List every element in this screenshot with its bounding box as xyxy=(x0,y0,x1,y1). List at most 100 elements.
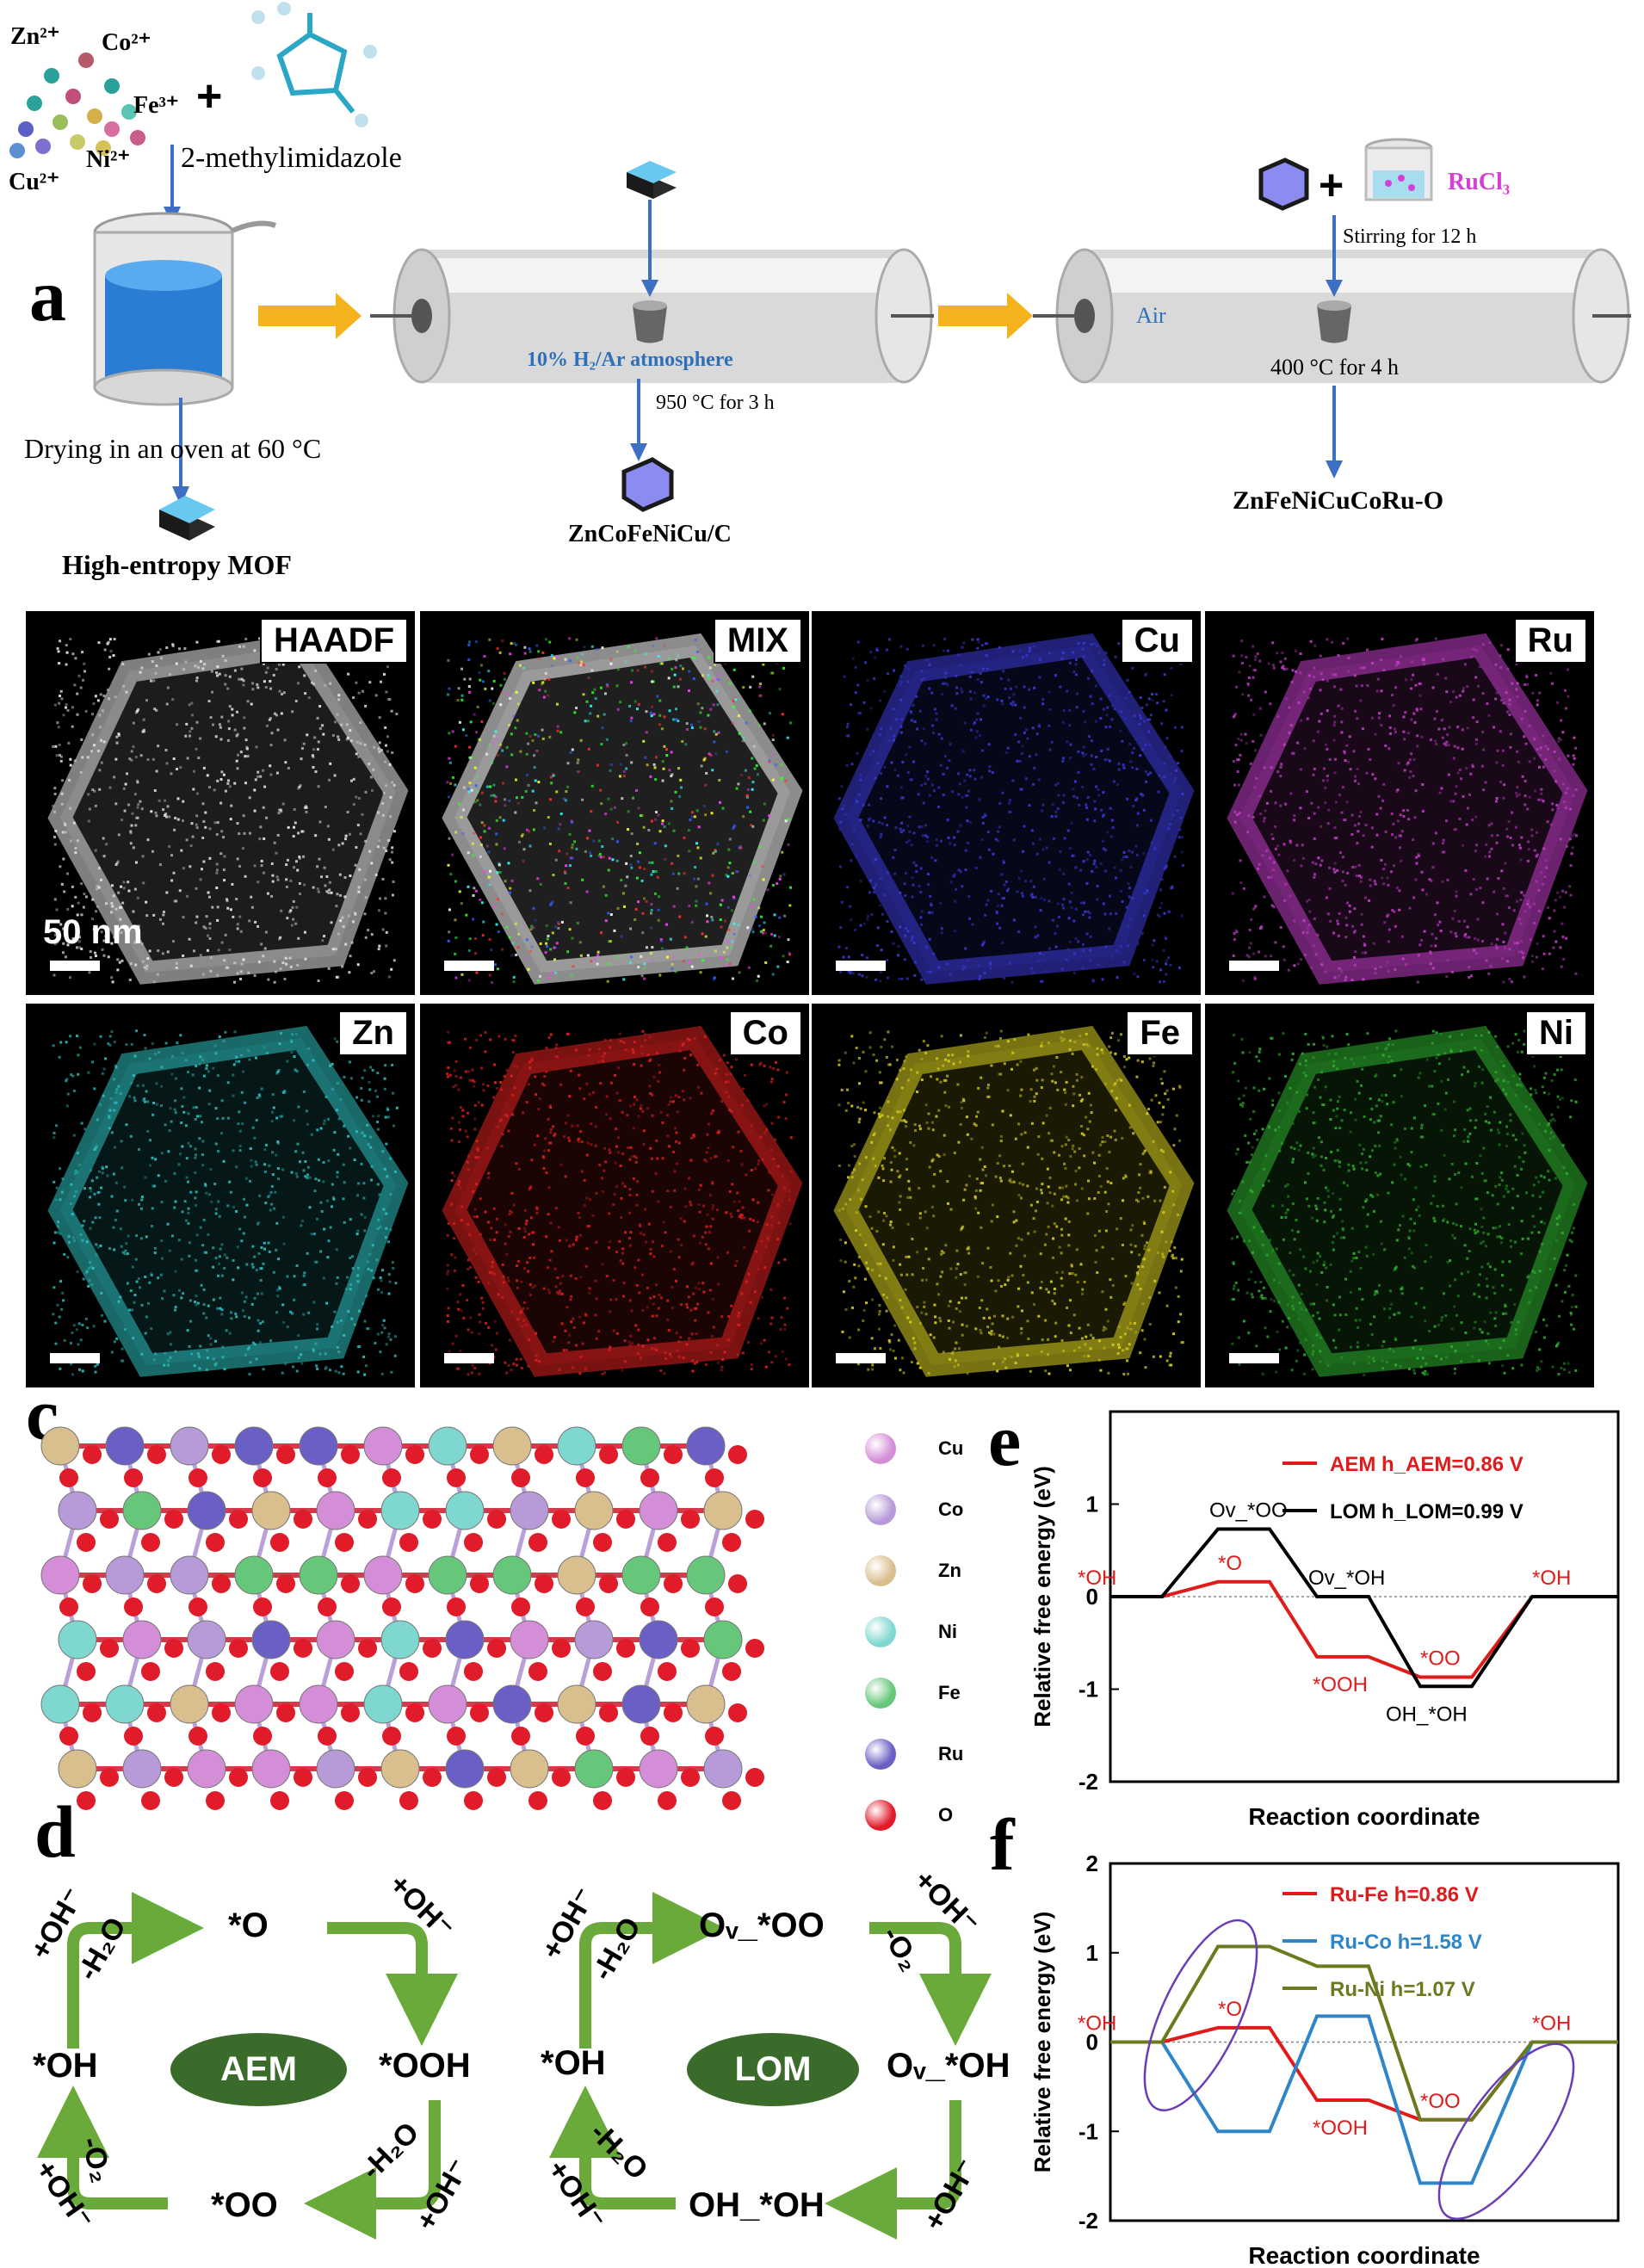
scale-bar-label: 50 nm xyxy=(43,913,143,951)
legend-label-ru: Ru xyxy=(938,1743,964,1764)
panel-letter-e: e xyxy=(988,1399,1022,1481)
lom-oh-left: *OH xyxy=(541,2044,606,2082)
lom-step-label: Ov_*OH xyxy=(1308,1567,1385,1590)
aem-step-label: *OH xyxy=(1078,1567,1116,1590)
crystal-structure xyxy=(40,1426,764,1810)
lom-bottom: OH_*OH xyxy=(689,2186,825,2224)
highlight-ellipse xyxy=(1143,1919,1258,2112)
step-label: *OH xyxy=(1078,2012,1116,2036)
y-axis-label: Relative free energy (eV) xyxy=(1029,1912,1055,2172)
em-label-fe: Fe xyxy=(1126,1010,1194,1056)
panel-letter-d: d xyxy=(34,1790,76,1873)
em-label-mix: MIX xyxy=(713,618,802,664)
mof-cube-icon xyxy=(159,496,215,541)
highlight-ellipse xyxy=(1437,2042,1575,2221)
em-tile-fe: Fe xyxy=(812,1004,1201,1387)
ion-fe-label: Fe³⁺ xyxy=(133,92,179,119)
drying-label: Drying in an oven at 60 °C xyxy=(24,433,322,464)
aem-step-label: *OH xyxy=(1532,1567,1571,1590)
scale-bar xyxy=(444,961,494,971)
em-tile-mix: MIX xyxy=(420,611,809,995)
imidazole-molecule xyxy=(276,13,355,114)
ytick-label: 2 xyxy=(1086,1851,1098,1876)
ytick-label: 1 xyxy=(1086,1940,1098,1966)
legend-label-o: O xyxy=(938,1804,954,1826)
em-tile-ru: Ru xyxy=(1205,611,1594,995)
legend-label: Ru-Ni h=1.07 V xyxy=(1330,1978,1475,2001)
series-line-ru-co xyxy=(1110,2014,1618,2185)
panel-letter-f: f xyxy=(990,1803,1015,1886)
lom-step-label: Ov_*OO xyxy=(1209,1499,1288,1523)
aem-ooh-right: *OOH xyxy=(379,2047,471,2085)
rucl3-beaker xyxy=(1364,138,1433,201)
tube-furnace-1 xyxy=(370,248,934,384)
scale-bar xyxy=(50,1353,100,1363)
aem-oh-left: *OH xyxy=(33,2047,98,2085)
ytick-label: -1 xyxy=(1078,2118,1098,2144)
legend-dot-ni xyxy=(865,1616,896,1647)
temp1-label: 950 °C for 3 h xyxy=(656,392,775,414)
atmosphere-label: 10% H₂/Ar atmosphere xyxy=(527,349,733,371)
scale-bar xyxy=(836,1353,886,1363)
legend-label: Ru-Co h=1.58 V xyxy=(1330,1931,1482,1954)
air-label: Air xyxy=(1136,303,1166,328)
series-line-ru-ni xyxy=(1110,1944,1618,2122)
legend-dot-ru xyxy=(865,1739,896,1770)
legend-label-co: Co xyxy=(938,1499,964,1520)
chart-f: -2 -1 0 1 2 Relative free energy (eV) Reaction… xyxy=(1029,1851,1620,2268)
product2-label: ZnFeNiCuCoRu-O xyxy=(1233,486,1444,515)
series-line-lom xyxy=(1110,1527,1618,1689)
aem-oo-bottom: *OO xyxy=(211,2186,278,2224)
ion-ni-label: Ni²⁺ xyxy=(86,146,131,173)
legend-label: LOM h_LOM=0.99 V xyxy=(1330,1500,1523,1523)
step-label: *OH xyxy=(1532,2012,1571,2036)
lom-right: Oᵥ_*OH xyxy=(887,2047,1011,2085)
scale-bar xyxy=(1229,961,1279,971)
plus-sign-1: + xyxy=(196,71,223,121)
ion-spheres xyxy=(9,53,145,158)
x-axis-label: Reaction coordinate xyxy=(1248,1803,1480,1830)
em-tile-cu: Cu xyxy=(812,611,1201,995)
panel-letter-a: a xyxy=(29,254,66,337)
lom-top: Oᵥ_*OO xyxy=(699,1906,825,1944)
legend-label-cu: Cu xyxy=(938,1437,964,1459)
legend-dot-co xyxy=(865,1494,896,1525)
legend-dot-fe xyxy=(865,1678,896,1709)
chart-e: -2 -1 0 1 Relative free energy (eV) Reaction … xyxy=(1029,1410,1620,1830)
legend-label: AEM h_AEM=0.86 V xyxy=(1330,1453,1523,1476)
scale-bar xyxy=(444,1353,494,1363)
plus-sign-2: + xyxy=(1319,161,1344,209)
ion-co-label: Co²⁺ xyxy=(102,29,151,56)
em-label-zn: Zn xyxy=(338,1010,408,1056)
em-label-cu: Cu xyxy=(1120,618,1194,664)
scale-bar xyxy=(836,961,886,971)
em-tile-haadf: HAADF 50 nm xyxy=(26,611,415,995)
legend-dot-cu xyxy=(865,1433,896,1464)
em-label-ni: Ni xyxy=(1525,1010,1587,1056)
aem-o-top: *O xyxy=(228,1906,269,1944)
legend-label-ni: Ni xyxy=(938,1621,957,1642)
em-tile-co: Co xyxy=(420,1004,809,1387)
legend-dot-zn xyxy=(865,1555,896,1586)
rucl3-label: RuCl₃ xyxy=(1448,169,1511,195)
step-label: *O xyxy=(1218,1998,1242,2021)
em-label-ru: Ru xyxy=(1513,618,1587,664)
ytick-label: -1 xyxy=(1078,1677,1098,1703)
ion-zn-label: Zn²⁺ xyxy=(10,23,60,50)
ytick-label: 0 xyxy=(1086,2030,1098,2055)
em-tile-ni: Ni xyxy=(1205,1004,1594,1387)
y-axis-label: Relative free energy (eV) xyxy=(1029,1466,1055,1727)
em-label-co: Co xyxy=(728,1010,802,1056)
ion-cu-label: Cu²⁺ xyxy=(9,169,59,195)
aem-step-label: *O xyxy=(1218,1552,1242,1575)
panel-a-graphic xyxy=(9,2,1631,541)
temp2-label: 400 °C for 4 h xyxy=(1270,355,1400,380)
x-axis-label: Reaction coordinate xyxy=(1248,2242,1480,2268)
lom-step-label: OH_*OH xyxy=(1386,1703,1468,1726)
lom-center: LOM xyxy=(687,2033,859,2106)
scale-bar xyxy=(1229,1353,1279,1363)
legend-label-zn: Zn xyxy=(938,1560,961,1581)
mof-label: High-entropy MOF xyxy=(62,549,292,580)
legend-label: Ru-Fe h=0.86 V xyxy=(1330,1883,1479,1906)
stirring-label: Stirring for 12 h xyxy=(1343,226,1477,248)
